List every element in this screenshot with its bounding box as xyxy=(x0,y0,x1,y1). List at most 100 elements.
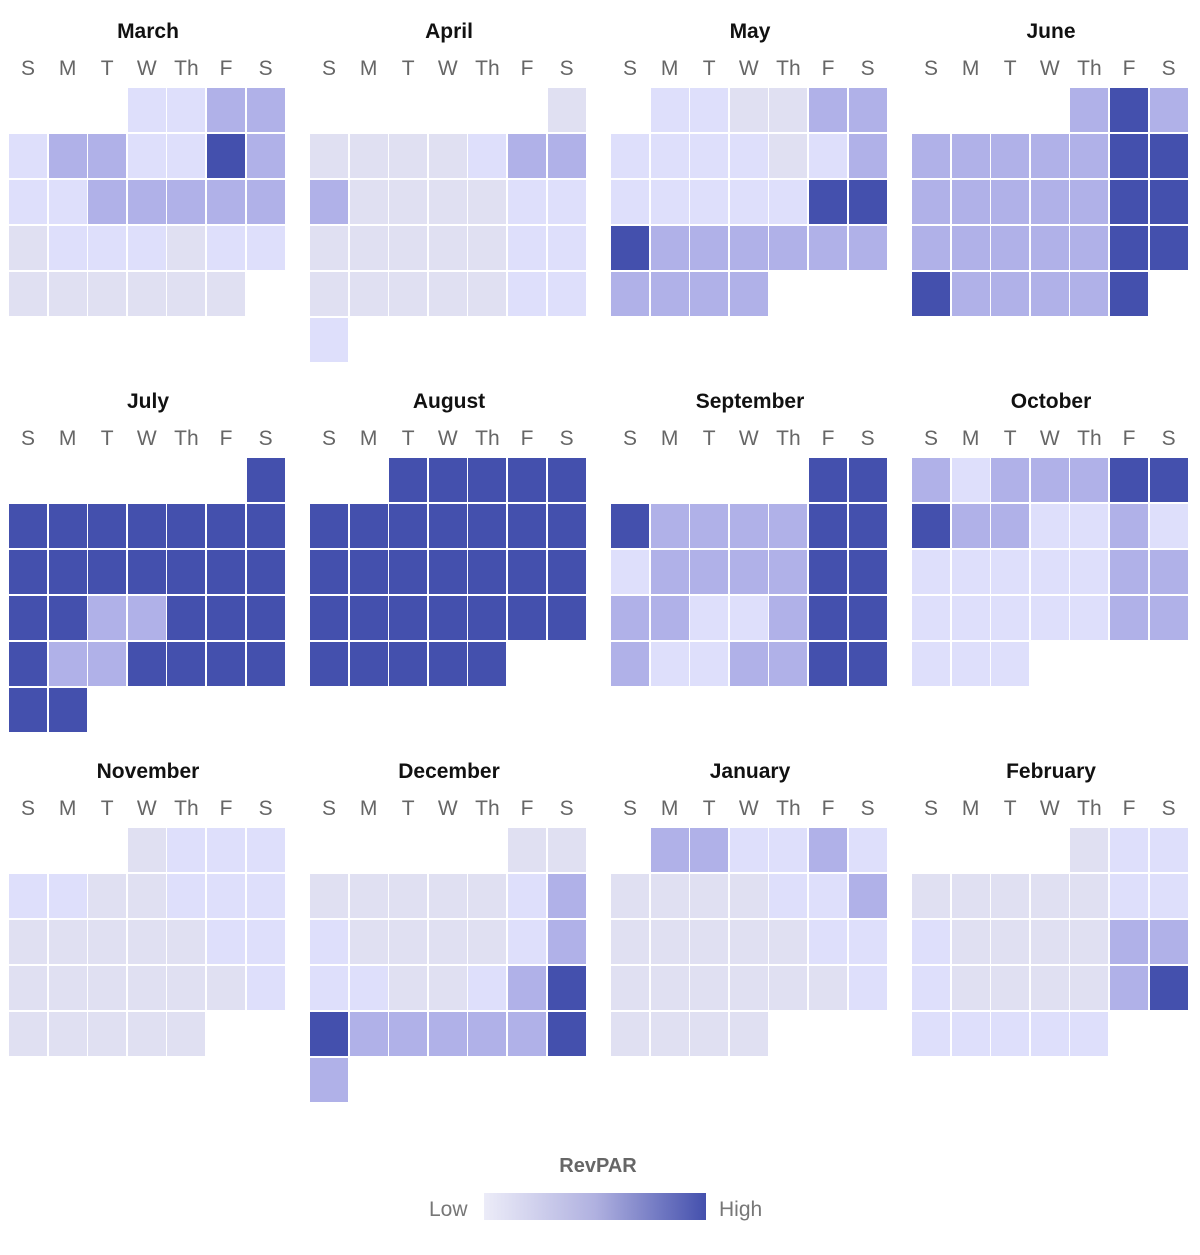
day-cell-july-7 xyxy=(207,504,245,548)
day-cell-march-15 xyxy=(127,180,166,224)
weekday-label: S xyxy=(258,57,273,80)
day-cell-may-3 xyxy=(729,88,768,132)
day-cell-march-2 xyxy=(167,88,206,132)
day-cell-june-4 xyxy=(912,134,950,178)
day-cell-april-26 xyxy=(428,272,467,316)
day-cell-october-14 xyxy=(1149,504,1188,548)
day-cell-may-20 xyxy=(848,180,887,224)
weekday-label: M xyxy=(961,427,980,450)
day-cell-october-28 xyxy=(1149,596,1188,640)
day-cell-july-20 xyxy=(167,596,206,640)
weekday-label: W xyxy=(136,427,157,450)
day-cell-december-12 xyxy=(389,920,428,964)
day-cell-september-27 xyxy=(729,642,768,686)
day-cell-may-29 xyxy=(650,272,689,316)
day-cell-march-7 xyxy=(88,134,127,178)
weekday-label: S xyxy=(622,797,637,820)
day-cell-january-22 xyxy=(650,966,689,1010)
day-cell-march-18 xyxy=(246,180,285,224)
day-cell-may-15 xyxy=(650,180,689,224)
day-cell-october-13 xyxy=(1110,504,1148,548)
month-title: February xyxy=(1006,760,1096,783)
legend-low-label: Low xyxy=(429,1198,468,1221)
day-cell-september-22 xyxy=(809,596,847,640)
weekday-label: T xyxy=(702,797,716,820)
weekday-label: Th xyxy=(475,57,500,80)
day-cell-august-21 xyxy=(349,596,388,640)
day-cell-september-14 xyxy=(769,550,808,594)
month-title: June xyxy=(1026,20,1076,43)
day-cell-august-9 xyxy=(428,504,467,548)
weekday-label: S xyxy=(559,427,574,450)
day-cell-june-28 xyxy=(1030,272,1069,316)
day-cell-august-1 xyxy=(389,458,428,502)
day-cell-september-20 xyxy=(729,596,768,640)
day-cell-february-21 xyxy=(1030,966,1069,1010)
day-cell-january-23 xyxy=(690,966,729,1010)
day-cell-april-25 xyxy=(389,272,428,316)
day-cell-january-26 xyxy=(809,966,847,1010)
day-cell-may-18 xyxy=(769,180,808,224)
weekday-label: S xyxy=(923,427,938,450)
weekday-label: T xyxy=(401,797,415,820)
day-cell-may-5 xyxy=(809,88,847,132)
day-cell-january-27 xyxy=(848,966,887,1010)
day-cell-may-17 xyxy=(729,180,768,224)
day-cell-july-9 xyxy=(9,550,47,594)
day-cell-february-3 xyxy=(1149,828,1188,872)
day-cell-november-18 xyxy=(246,920,285,964)
day-cell-april-19 xyxy=(428,226,467,270)
day-cell-july-6 xyxy=(167,504,206,548)
day-cell-july-11 xyxy=(88,550,127,594)
day-cell-june-3 xyxy=(1149,88,1188,132)
weekday-label: S xyxy=(622,57,637,80)
weekday-label: F xyxy=(821,797,835,820)
day-cell-december-29 xyxy=(508,1012,546,1056)
day-cell-november-25 xyxy=(246,966,285,1010)
day-cell-july-15 xyxy=(246,550,285,594)
month-title: October xyxy=(1010,390,1092,413)
day-cell-july-14 xyxy=(207,550,245,594)
day-cell-november-16 xyxy=(167,920,206,964)
weekday-label: M xyxy=(58,427,77,450)
day-cell-october-9 xyxy=(951,504,990,548)
day-cell-march-28 xyxy=(88,272,127,316)
day-cell-august-19 xyxy=(547,550,586,594)
day-cell-august-28 xyxy=(349,642,388,686)
day-cell-october-17 xyxy=(991,550,1030,594)
day-cell-september-28 xyxy=(769,642,808,686)
day-cell-april-28 xyxy=(508,272,546,316)
day-cell-november-2 xyxy=(167,828,206,872)
day-cell-september-30 xyxy=(848,642,887,686)
weekday-label: Th xyxy=(1077,427,1102,450)
day-cell-september-1 xyxy=(809,458,847,502)
weekday-label: Th xyxy=(174,797,199,820)
day-cell-march-10 xyxy=(207,134,245,178)
day-cell-august-7 xyxy=(349,504,388,548)
day-cell-september-6 xyxy=(729,504,768,548)
month-title: January xyxy=(709,760,791,783)
day-cell-november-14 xyxy=(88,920,127,964)
day-cell-july-22 xyxy=(246,596,285,640)
day-cell-april-16 xyxy=(310,226,348,270)
day-cell-june-11 xyxy=(912,180,950,224)
day-cell-november-28 xyxy=(88,1012,127,1056)
day-cell-december-20 xyxy=(428,966,467,1010)
day-cell-may-30 xyxy=(690,272,729,316)
day-cell-july-29 xyxy=(246,642,285,686)
day-cell-september-10 xyxy=(611,550,649,594)
day-cell-september-3 xyxy=(611,504,649,548)
day-cell-april-20 xyxy=(468,226,507,270)
day-cell-march-13 xyxy=(48,180,87,224)
day-cell-november-15 xyxy=(127,920,166,964)
weekday-label: Th xyxy=(776,797,801,820)
day-cell-october-18 xyxy=(1030,550,1069,594)
weekday-label: M xyxy=(58,797,77,820)
weekday-label: W xyxy=(136,797,157,820)
day-cell-december-21 xyxy=(468,966,507,1010)
weekday-label: S xyxy=(321,427,336,450)
day-cell-november-9 xyxy=(167,874,206,918)
weekday-label: M xyxy=(359,427,378,450)
day-cell-june-8 xyxy=(1070,134,1109,178)
weekday-label: F xyxy=(520,797,534,820)
